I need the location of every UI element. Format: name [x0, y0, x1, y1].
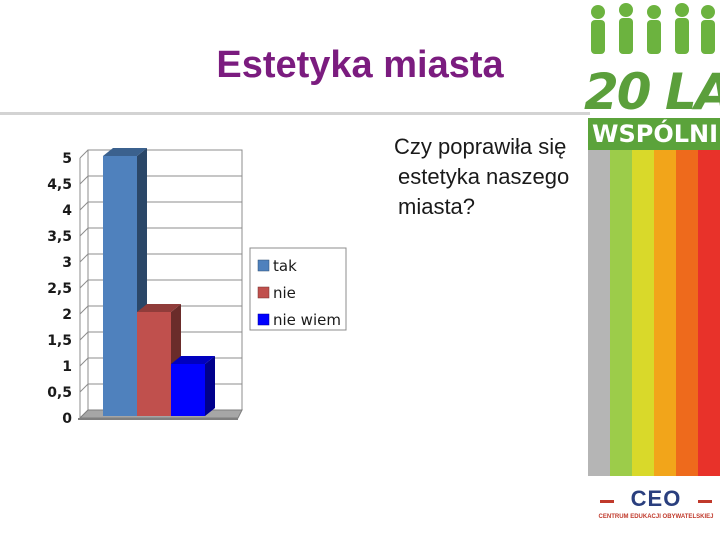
gridline-side — [79, 305, 89, 315]
bar-side — [205, 356, 215, 416]
y-tick-label: 0 — [62, 411, 72, 427]
gridline-side — [79, 279, 89, 289]
y-tick-label: 3,5 — [47, 229, 72, 245]
gridline-side — [79, 227, 89, 237]
chart-floor-edge — [78, 418, 238, 420]
bar-front — [171, 364, 205, 416]
color-stripe — [632, 150, 654, 476]
slide-title: Estetyka miasta — [216, 44, 504, 86]
people-silhouettes-icon — [591, 3, 715, 54]
legend-label: nie wiem — [273, 311, 341, 329]
y-tick-label: 2 — [62, 307, 72, 323]
bar-nie-wiem — [171, 356, 215, 416]
legend-swatch — [257, 259, 270, 272]
question-line-2: estetyka naszego — [398, 164, 570, 189]
ceo-logo-name: CENTRUM EDUKACJI OBYWATELSKIEJ — [598, 514, 714, 520]
bar-chart: 0 0,5 1 1,5 2 2,5 3 3,5 4 4,5 5 tak nie nie wiem — [47, 148, 347, 427]
bar-front — [137, 312, 171, 416]
color-stripe — [588, 150, 610, 476]
gridline-side — [79, 331, 89, 341]
gridline-side — [79, 253, 89, 263]
legend-swatch — [257, 313, 270, 326]
gridline-side — [79, 357, 89, 367]
question-text: Czy poprawiła się estetyka naszego miast… — [394, 132, 624, 222]
ceo-logo: CEO CENTRUM EDUKACJI OBYWATELSKIEJ — [598, 486, 714, 526]
gridline-side — [79, 383, 89, 393]
gridline-side — [79, 201, 89, 211]
color-stripe — [610, 150, 632, 476]
bar-top — [137, 304, 181, 312]
gridline-side — [79, 149, 89, 159]
bar-top — [103, 148, 147, 156]
ceo-logo-mark: CEO — [630, 486, 682, 511]
question-line-3: miasta? — [398, 194, 476, 219]
legend-label: tak — [273, 257, 297, 275]
bar-front — [103, 156, 137, 416]
bar-top — [171, 356, 215, 364]
y-tick-label: 1 — [62, 359, 72, 375]
anniversary-tagline: WSPÓLNIE — [588, 118, 720, 150]
y-tick-label: 0,5 — [47, 385, 72, 401]
color-stripe — [654, 150, 676, 476]
anniversary-logo: 20 LAT — [584, 64, 720, 120]
title-divider — [0, 112, 590, 115]
color-stripe — [698, 150, 720, 476]
gridline-side — [79, 175, 89, 185]
color-stripe — [676, 150, 698, 476]
legend-swatch — [257, 286, 270, 299]
y-tick-label: 4,5 — [47, 177, 72, 193]
question-line-1: Czy poprawiła się — [394, 134, 567, 159]
y-tick-label: 2,5 — [47, 281, 72, 297]
y-tick-label: 1,5 — [47, 333, 72, 349]
legend-label: nie — [273, 284, 296, 302]
y-tick-label: 3 — [62, 255, 72, 271]
y-tick-label: 4 — [62, 203, 72, 219]
y-tick-label: 5 — [62, 151, 72, 167]
